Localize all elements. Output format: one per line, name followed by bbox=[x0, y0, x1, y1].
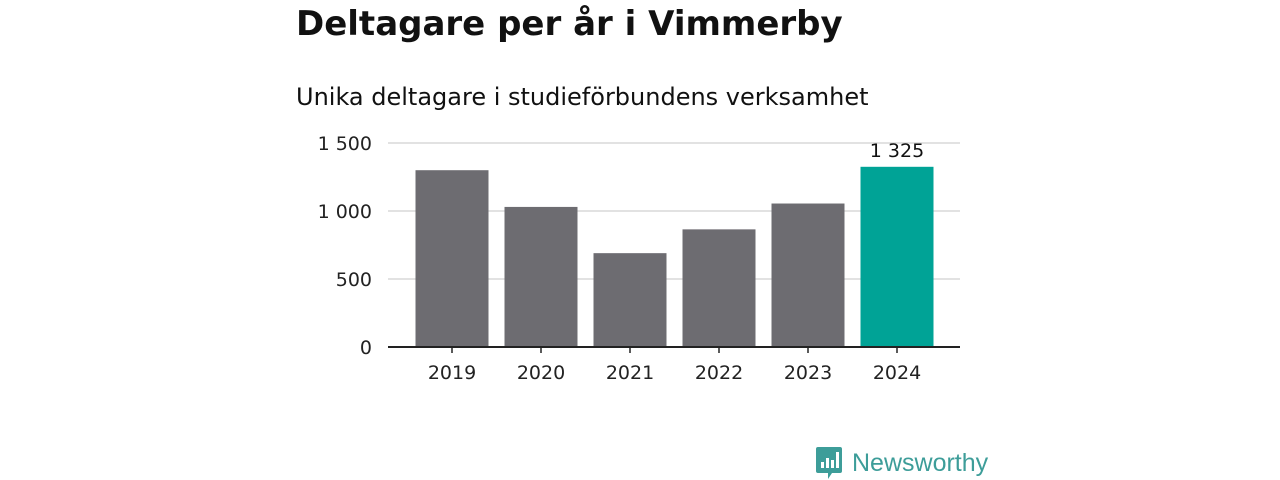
bars bbox=[415, 166, 934, 347]
newsworthy-logo-icon bbox=[816, 447, 842, 479]
bar-2024 bbox=[860, 166, 934, 347]
labels: 0 500 1 000 1 500 2019 2020 2021 2022 2023 2024 1 … bbox=[318, 133, 925, 384]
y-tick-label: 1 000 bbox=[318, 201, 372, 223]
chart-subtitle: Unika deltagare i studieförbundens verks… bbox=[296, 83, 869, 111]
brand-name: Newsworthy bbox=[852, 449, 989, 477]
y-tick-label: 1 500 bbox=[318, 133, 372, 155]
bar-2020 bbox=[504, 206, 578, 347]
newsworthy-brand: Newsworthy bbox=[815, 446, 988, 480]
x-tick-label: 2021 bbox=[606, 362, 654, 384]
bar-2023 bbox=[771, 203, 845, 347]
axes bbox=[388, 346, 960, 353]
x-tick-label: 2023 bbox=[784, 362, 832, 384]
bar-2021 bbox=[593, 253, 667, 347]
x-tick-label: 2020 bbox=[517, 362, 565, 384]
data-label: 1 325 bbox=[870, 140, 924, 162]
y-tick-label: 0 bbox=[360, 337, 372, 359]
x-tick-label: 2022 bbox=[695, 362, 743, 384]
x-tick-label: 2024 bbox=[873, 362, 921, 384]
bar-2019 bbox=[415, 170, 489, 347]
y-tick-label: 500 bbox=[336, 269, 372, 291]
x-tick-label: 2019 bbox=[428, 362, 476, 384]
chart-title: Deltagare per år i Vimmerby bbox=[296, 4, 843, 44]
bar-2022 bbox=[682, 229, 756, 347]
